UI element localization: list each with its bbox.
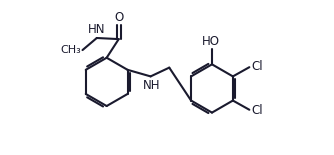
Text: HN: HN <box>88 23 106 36</box>
Text: O: O <box>114 11 123 24</box>
Text: HO: HO <box>202 35 220 48</box>
Text: Cl: Cl <box>251 60 263 73</box>
Text: Cl: Cl <box>251 104 263 117</box>
Text: NH: NH <box>143 79 160 92</box>
Text: CH₃: CH₃ <box>60 45 81 55</box>
